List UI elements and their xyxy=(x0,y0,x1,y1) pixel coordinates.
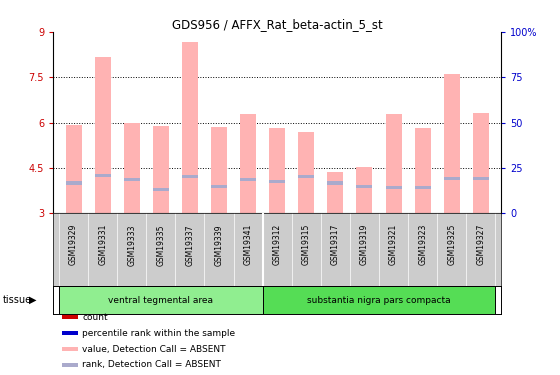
Bar xyxy=(328,171,343,213)
Text: GSM19341: GSM19341 xyxy=(244,224,253,266)
Text: substantia nigra pars compacta: substantia nigra pars compacta xyxy=(307,296,451,304)
Bar xyxy=(473,177,489,180)
Bar xyxy=(269,128,285,213)
Text: ▶: ▶ xyxy=(29,295,36,305)
Title: GDS956 / AFFX_Rat_beta-actin_5_st: GDS956 / AFFX_Rat_beta-actin_5_st xyxy=(172,18,382,31)
Bar xyxy=(95,57,111,213)
Text: ventral tegmental area: ventral tegmental area xyxy=(108,296,213,304)
Bar xyxy=(298,132,314,213)
Bar xyxy=(240,178,256,182)
Bar xyxy=(444,74,460,213)
Bar xyxy=(414,128,431,213)
Bar xyxy=(414,186,431,189)
Text: GSM19333: GSM19333 xyxy=(127,224,136,266)
Bar xyxy=(182,42,198,213)
Bar xyxy=(124,178,140,182)
Bar xyxy=(62,332,78,335)
Bar xyxy=(95,174,111,177)
Text: GSM19331: GSM19331 xyxy=(98,224,107,266)
Text: GSM19337: GSM19337 xyxy=(185,224,194,266)
Text: GSM19312: GSM19312 xyxy=(273,224,282,266)
Bar xyxy=(66,124,82,213)
Text: tissue: tissue xyxy=(3,295,32,305)
Text: GSM19315: GSM19315 xyxy=(302,224,311,266)
Bar xyxy=(124,123,140,213)
Bar xyxy=(66,182,82,184)
Bar xyxy=(62,363,78,367)
Text: count: count xyxy=(82,313,108,322)
Text: GSM19317: GSM19317 xyxy=(331,224,340,266)
Bar xyxy=(263,286,496,314)
Bar xyxy=(62,347,78,351)
Text: percentile rank within the sample: percentile rank within the sample xyxy=(82,328,235,338)
Bar xyxy=(182,176,198,178)
Bar xyxy=(444,177,460,180)
Bar xyxy=(357,184,372,188)
Bar xyxy=(211,184,227,188)
Text: GSM19339: GSM19339 xyxy=(214,224,223,266)
Text: GSM19329: GSM19329 xyxy=(69,224,78,266)
Bar xyxy=(386,114,402,213)
Bar xyxy=(59,286,263,314)
Bar xyxy=(240,114,256,213)
Text: GSM19323: GSM19323 xyxy=(418,224,427,266)
Text: rank, Detection Call = ABSENT: rank, Detection Call = ABSENT xyxy=(82,360,221,369)
Bar xyxy=(62,315,78,319)
Text: GSM19321: GSM19321 xyxy=(389,224,398,266)
Bar xyxy=(473,114,489,213)
Text: GSM19319: GSM19319 xyxy=(360,224,369,266)
Text: GSM19325: GSM19325 xyxy=(447,224,456,266)
Text: GSM19327: GSM19327 xyxy=(477,224,486,266)
Text: value, Detection Call = ABSENT: value, Detection Call = ABSENT xyxy=(82,345,226,354)
Bar xyxy=(328,182,343,184)
Text: GSM19335: GSM19335 xyxy=(156,224,165,266)
Bar xyxy=(153,188,169,190)
Bar xyxy=(357,167,372,213)
Bar xyxy=(386,186,402,189)
Bar xyxy=(269,180,285,183)
Bar xyxy=(211,127,227,213)
Bar xyxy=(298,176,314,178)
Bar xyxy=(153,126,169,213)
